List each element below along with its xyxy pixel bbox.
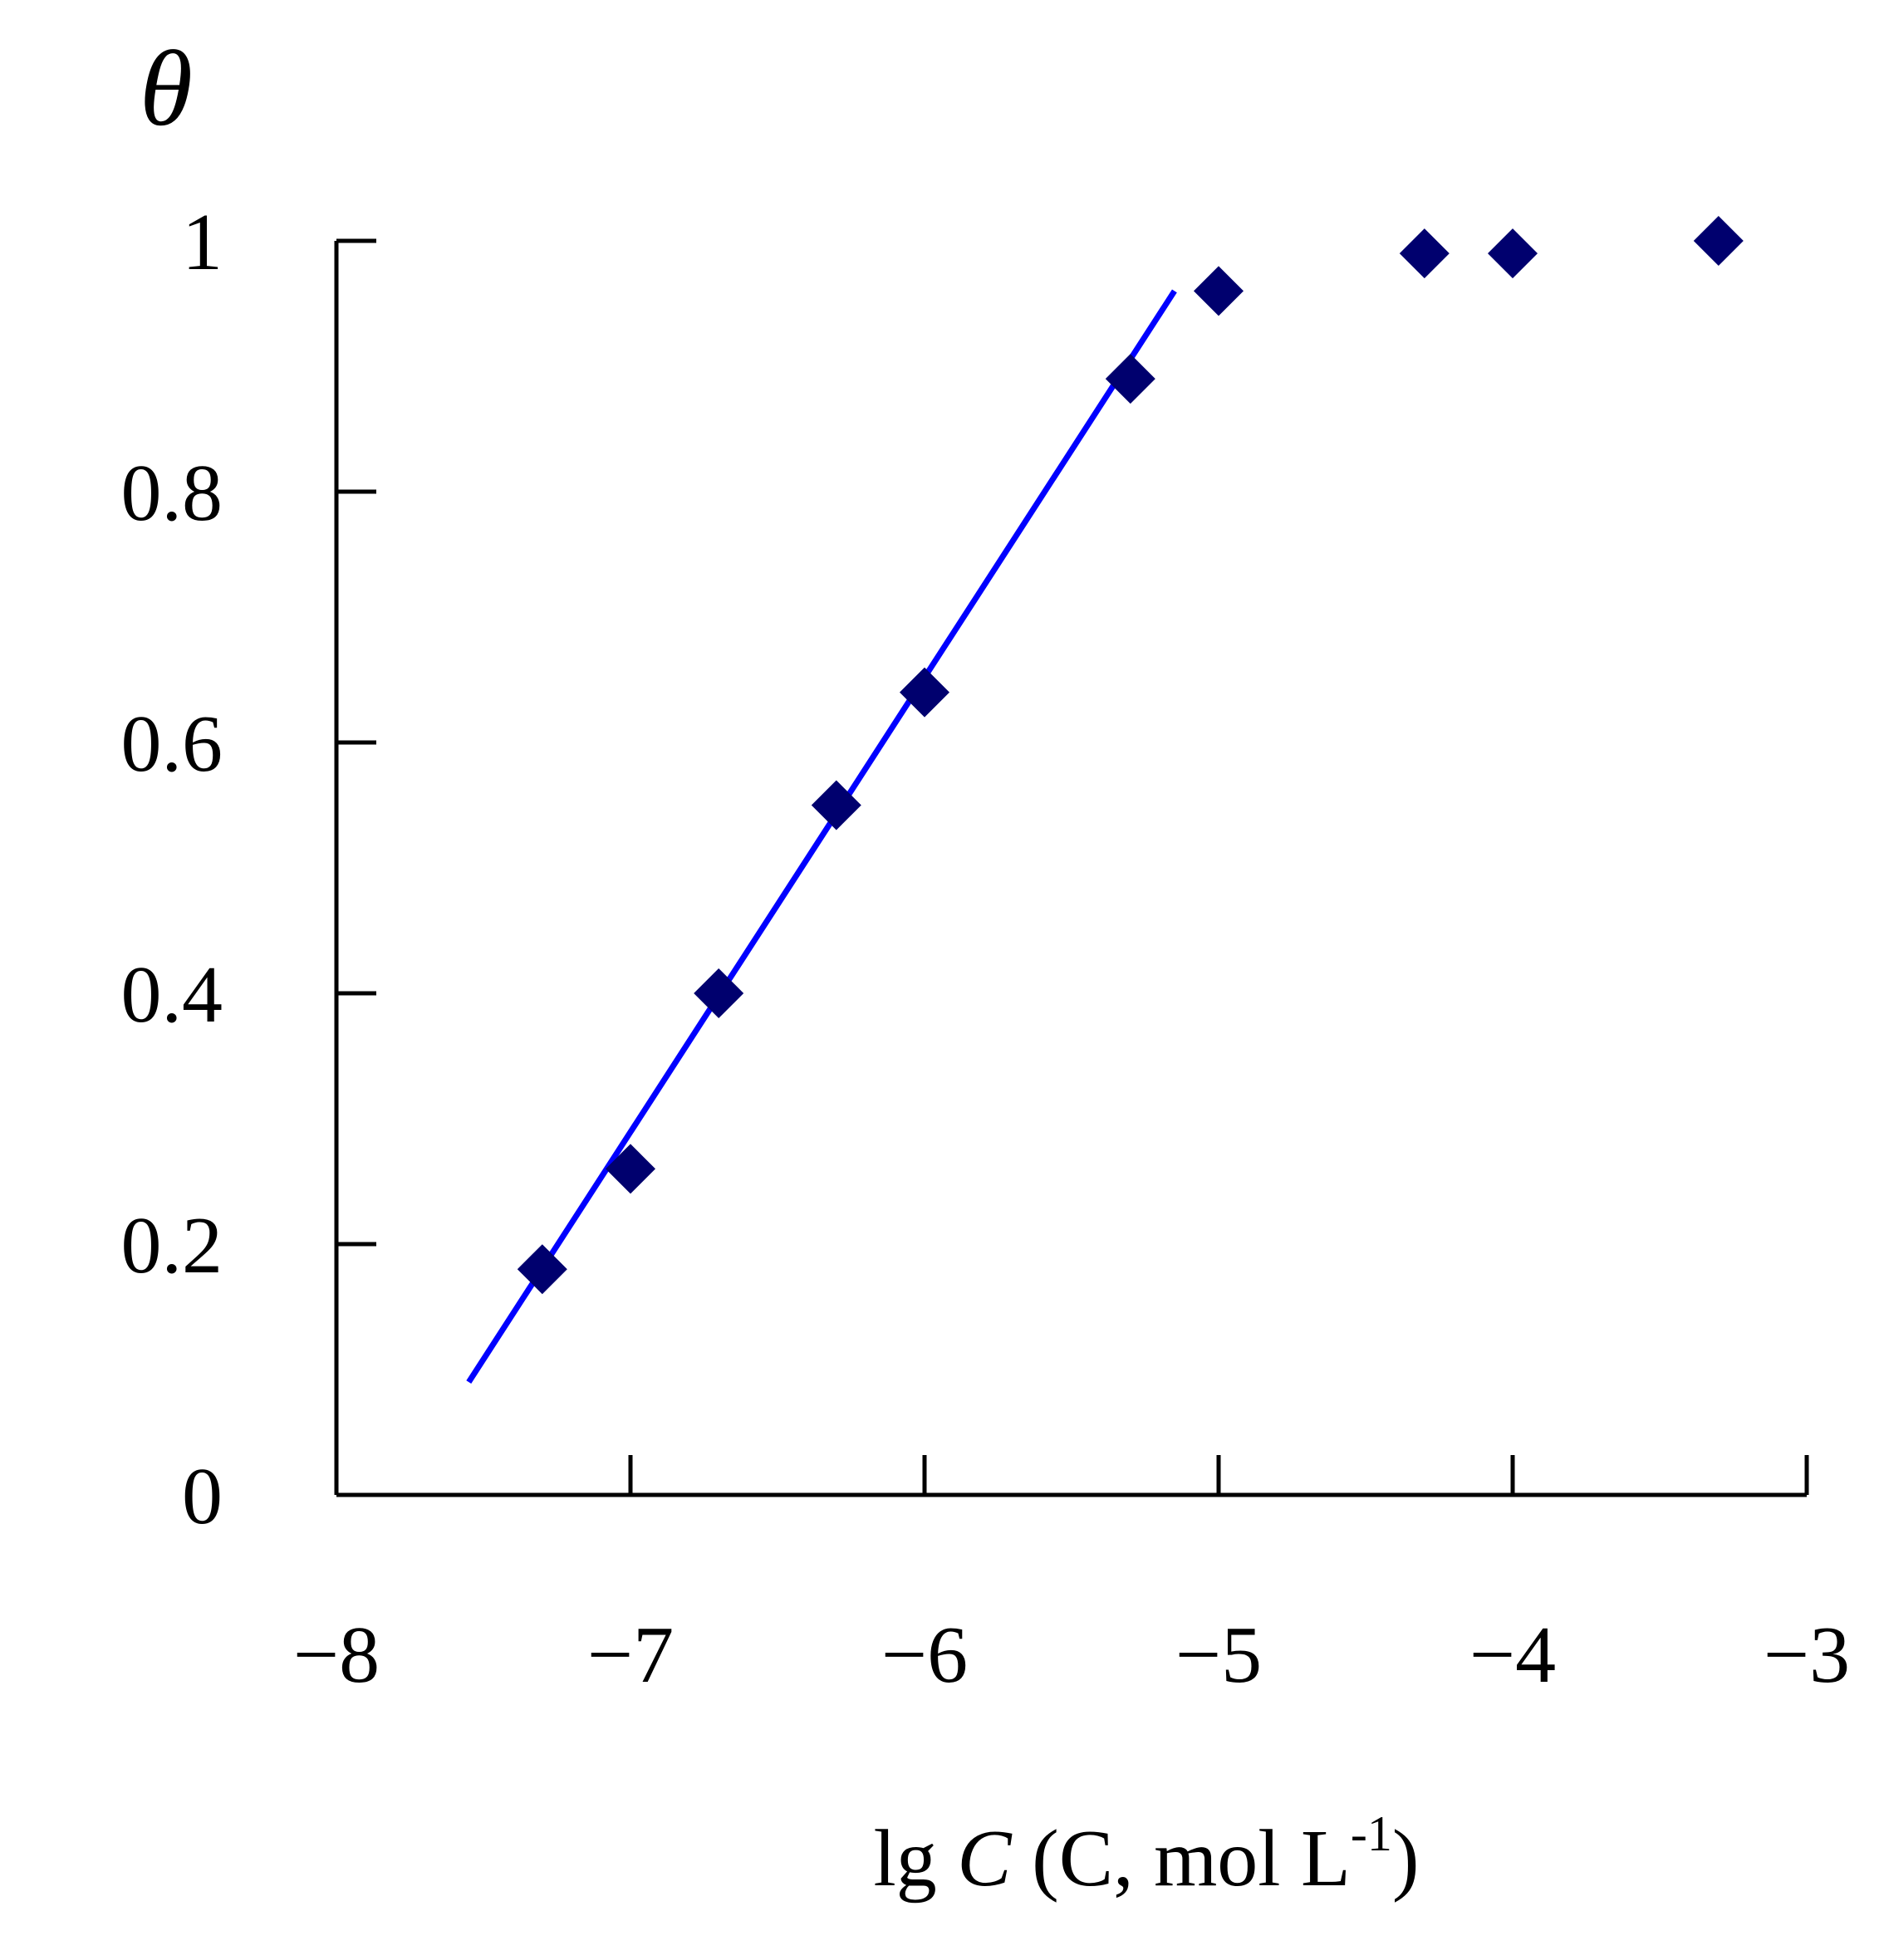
data-point xyxy=(900,667,949,718)
y-axis-label: θ xyxy=(140,29,193,149)
x-tick-label: −5 xyxy=(1175,1610,1262,1700)
x-tick-label: −3 xyxy=(1764,1610,1850,1700)
y-tick-label: 0 xyxy=(182,1452,223,1541)
y-tick-label: 0.8 xyxy=(121,448,223,538)
axes xyxy=(334,241,1807,1497)
x-ticks: −8 −7 −6 −5 −4 −3 xyxy=(293,1455,1850,1700)
fit-line xyxy=(466,289,1177,1384)
fit-line-group xyxy=(466,289,1177,1384)
y-tick-label: 0.2 xyxy=(121,1201,223,1291)
y-tick-label: 0.6 xyxy=(121,699,223,789)
data-point xyxy=(811,780,861,831)
y-ticks: 0 0.2 0.4 0.6 0.8 1 xyxy=(121,198,376,1541)
data-point xyxy=(1105,354,1155,404)
y-tick-label: 0.4 xyxy=(121,950,223,1040)
data-points xyxy=(517,216,1744,1295)
data-point xyxy=(606,1144,655,1194)
x-tick-label: −8 xyxy=(293,1610,380,1700)
x-axis-label-paren-open: (C, mol L xyxy=(1012,1814,1351,1904)
data-point xyxy=(1399,228,1450,279)
data-point xyxy=(517,1244,567,1295)
data-point xyxy=(1488,228,1538,279)
data-point xyxy=(694,968,744,1018)
x-axis-label-prefix: lg xyxy=(873,1814,957,1904)
data-point xyxy=(1194,266,1244,316)
y-tick-label: 1 xyxy=(182,198,223,287)
x-axis-label-paren-close: ) xyxy=(1392,1814,1420,1904)
x-tick-label: −6 xyxy=(881,1610,968,1700)
x-axis-label-var: C xyxy=(957,1814,1013,1904)
x-axis-label-sup: -1 xyxy=(1351,1806,1392,1861)
x-axis-label: lg C (C, mol L-1) xyxy=(873,1806,1419,1904)
x-tick-label: −4 xyxy=(1469,1610,1556,1700)
data-point xyxy=(1693,216,1744,266)
x-tick-label: −7 xyxy=(587,1610,674,1700)
